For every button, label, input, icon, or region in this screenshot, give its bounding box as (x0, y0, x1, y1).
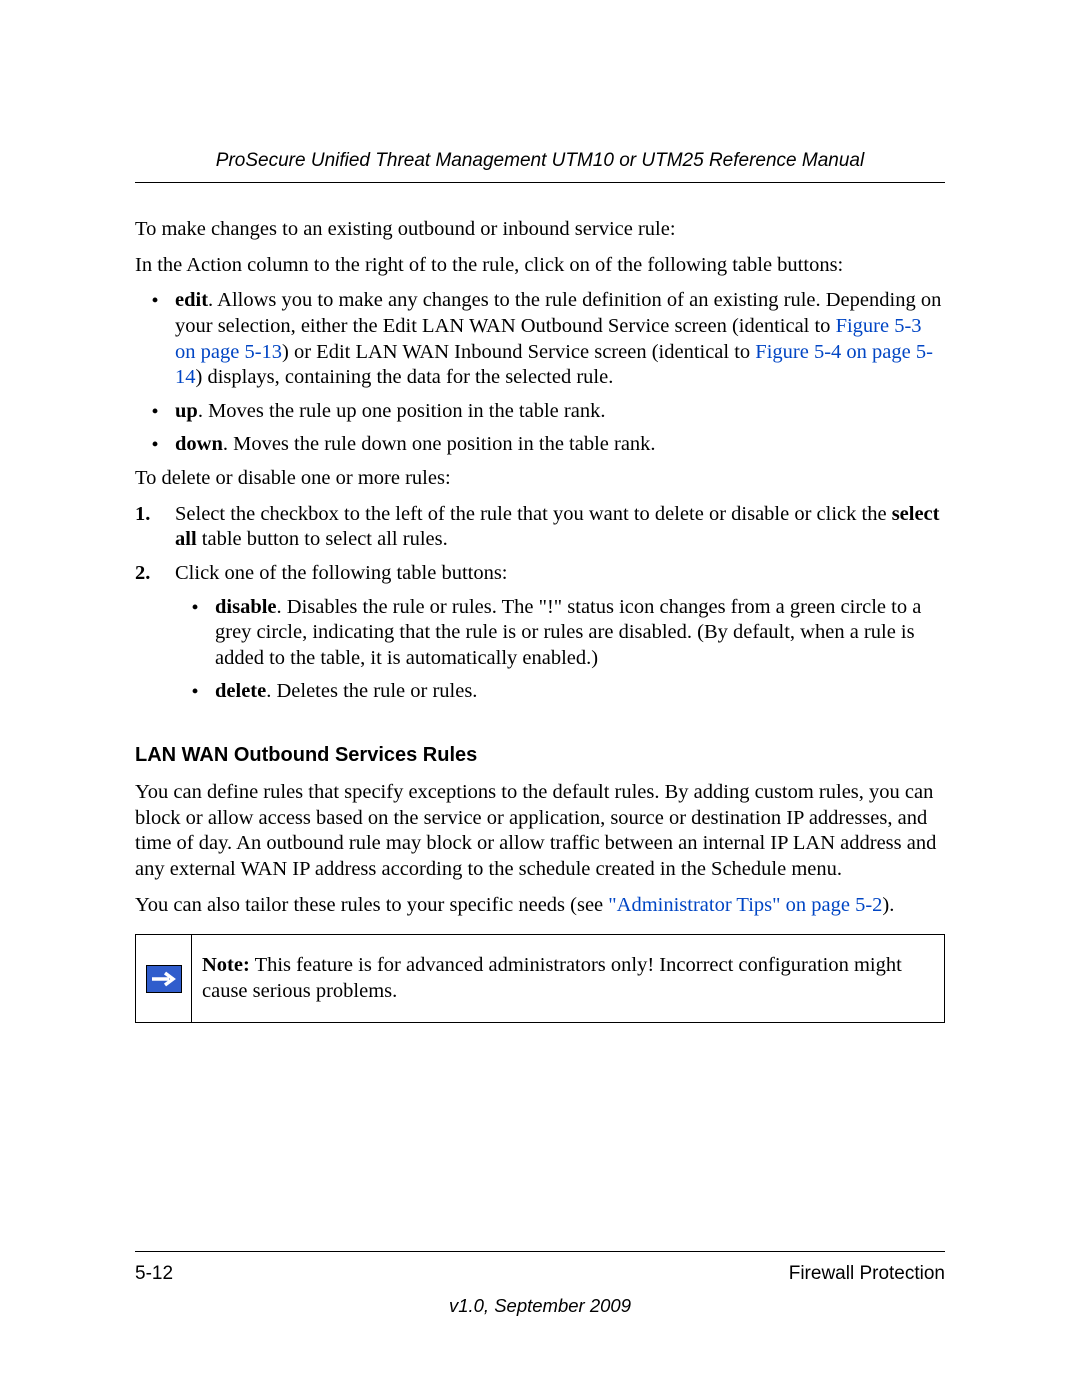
action-bullets: edit. Allows you to make any changes to … (135, 288, 945, 458)
page-number: 5-12 (135, 1263, 173, 1285)
section-heading: LAN WAN Outbound Services Rules (135, 743, 945, 768)
footer: 5-12 Firewall Protection (135, 1263, 945, 1285)
bullet-dot-icon (175, 595, 215, 672)
running-header: ProSecure Unified Threat Management UTM1… (135, 150, 945, 183)
bullet-edit: edit. Allows you to make any changes to … (135, 288, 945, 391)
page-content: ProSecure Unified Threat Management UTM1… (135, 150, 945, 1257)
arrow-right-icon (146, 965, 182, 993)
intro-p2: In the Action column to the right of to … (135, 253, 945, 279)
bullet-text: up. Moves the rule up one position in th… (175, 399, 945, 425)
delete-intro: To delete or disable one or more rules: (135, 466, 945, 492)
bullet-text: down. Moves the rule down one position i… (175, 432, 945, 458)
step-text: Select the checkbox to the left of the r… (175, 502, 945, 553)
numbered-steps: 1. Select the checkbox to the left of th… (135, 502, 945, 713)
footer-rule (135, 1251, 945, 1252)
sub-bullets: disable. Disables the rule or rules. The… (175, 595, 945, 706)
sub-bullet-delete: delete. Deletes the rule or rules. (175, 679, 945, 705)
bullet-dot-icon (135, 432, 175, 458)
step-number: 2. (135, 561, 175, 713)
intro-p1: To make changes to an existing outbound … (135, 217, 945, 243)
step-2: 2. Click one of the following table butt… (135, 561, 945, 713)
bullet-up: up. Moves the rule up one position in th… (135, 399, 945, 425)
bullet-dot-icon (175, 679, 215, 705)
body: To make changes to an existing outbound … (135, 217, 945, 1023)
footer-version: v1.0, September 2009 (0, 1295, 1080, 1317)
note-box: Note: This feature is for advanced admin… (135, 934, 945, 1023)
bullet-text: delete. Deletes the rule or rules. (215, 679, 945, 705)
step-1: 1. Select the checkbox to the left of th… (135, 502, 945, 553)
section-p1: You can define rules that specify except… (135, 780, 945, 883)
bullet-text: edit. Allows you to make any changes to … (175, 288, 945, 391)
sub-bullet-disable: disable. Disables the rule or rules. The… (175, 595, 945, 672)
section-name: Firewall Protection (789, 1263, 945, 1285)
note-text: Note: This feature is for advanced admin… (192, 935, 944, 1022)
bullet-text: disable. Disables the rule or rules. The… (215, 595, 945, 672)
step-number: 1. (135, 502, 175, 553)
bullet-dot-icon (135, 399, 175, 425)
bullet-down: down. Moves the rule down one position i… (135, 432, 945, 458)
bullet-dot-icon (135, 288, 175, 391)
step-text: Click one of the following table buttons… (175, 561, 945, 713)
section-p2: You can also tailor these rules to your … (135, 893, 945, 919)
note-icon-cell (136, 935, 192, 1022)
link-admin-tips[interactable]: "Administrator Tips" on page 5-2 (608, 894, 882, 916)
